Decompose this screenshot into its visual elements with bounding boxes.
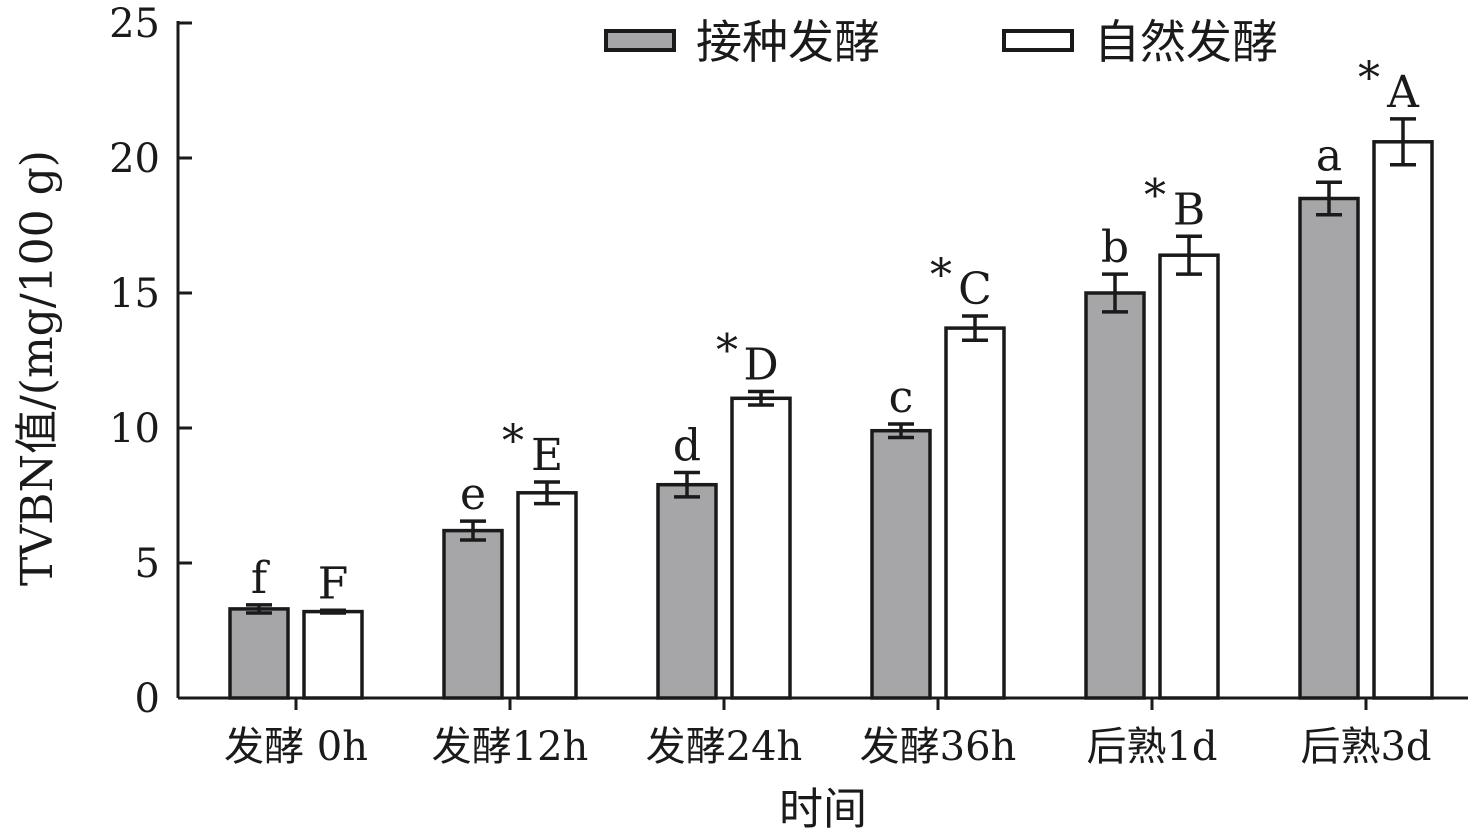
- significance-letter: A: [1386, 67, 1420, 118]
- significance-letter: f: [251, 553, 270, 604]
- bar-natural: [1372, 140, 1434, 700]
- significance-star: *: [930, 250, 952, 301]
- bar-inoculated: [870, 428, 932, 700]
- y-tick-label: 20: [109, 136, 160, 182]
- x-tick-label: 后熟1d: [1086, 724, 1217, 770]
- significance-letter: b: [1101, 222, 1129, 273]
- bar-inoculated: [1084, 291, 1146, 700]
- significance-star: *: [716, 326, 738, 377]
- significance-letter: a: [1316, 130, 1342, 181]
- significance-letter: e: [460, 469, 486, 520]
- legend-label-natural: 自然发酵: [1094, 15, 1278, 69]
- significance-letter: E: [531, 430, 563, 481]
- bar-inoculated: [656, 482, 718, 700]
- significance-letter: D: [743, 340, 778, 391]
- significance-letter: B: [1173, 184, 1205, 235]
- legend-swatch-natural: [1002, 29, 1074, 52]
- significance-letter: C: [958, 264, 992, 315]
- y-axis-title: TVBN值/(mg/100 g): [12, 150, 63, 586]
- legend-swatch-inoculated: [604, 29, 676, 52]
- bar-inoculated: [1298, 196, 1360, 700]
- x-tick-label: 发酵36h: [860, 724, 1017, 770]
- bar-natural: [516, 491, 578, 700]
- y-tick-label: 0: [135, 676, 160, 722]
- bar-natural: [302, 609, 364, 700]
- bar-natural: [944, 326, 1006, 700]
- x-tick-label: 发酵12h: [432, 724, 589, 770]
- bar-natural: [730, 396, 792, 700]
- significance-star: *: [502, 416, 524, 467]
- y-tick-label: 10: [109, 406, 160, 452]
- y-tick-label: 5: [135, 541, 160, 587]
- significance-letter: d: [673, 421, 701, 472]
- x-tick-label: 发酵 0h: [224, 724, 368, 770]
- x-axis-title: 时间: [779, 784, 867, 835]
- bar-inoculated: [442, 528, 504, 700]
- y-tick-label: 15: [109, 271, 160, 317]
- significance-letter: F: [318, 558, 349, 609]
- significance-star: *: [1358, 53, 1380, 104]
- significance-star: *: [1144, 170, 1166, 221]
- plot-area: 0 5 10 15 20 25 发酵 0h 发酵12h 发酵24h 发酵36h 后熟1d 后熟3d f e…: [109, 1, 1468, 770]
- legend-label-inoculated: 接种发酵: [696, 15, 880, 69]
- y-tick-label: 25: [109, 1, 160, 47]
- bar-inoculated: [228, 607, 290, 700]
- significance-letter: c: [889, 372, 914, 423]
- x-tick-label: 后熟3d: [1300, 724, 1431, 770]
- x-tick-label: 发酵24h: [646, 724, 803, 770]
- bar-natural: [1158, 253, 1220, 700]
